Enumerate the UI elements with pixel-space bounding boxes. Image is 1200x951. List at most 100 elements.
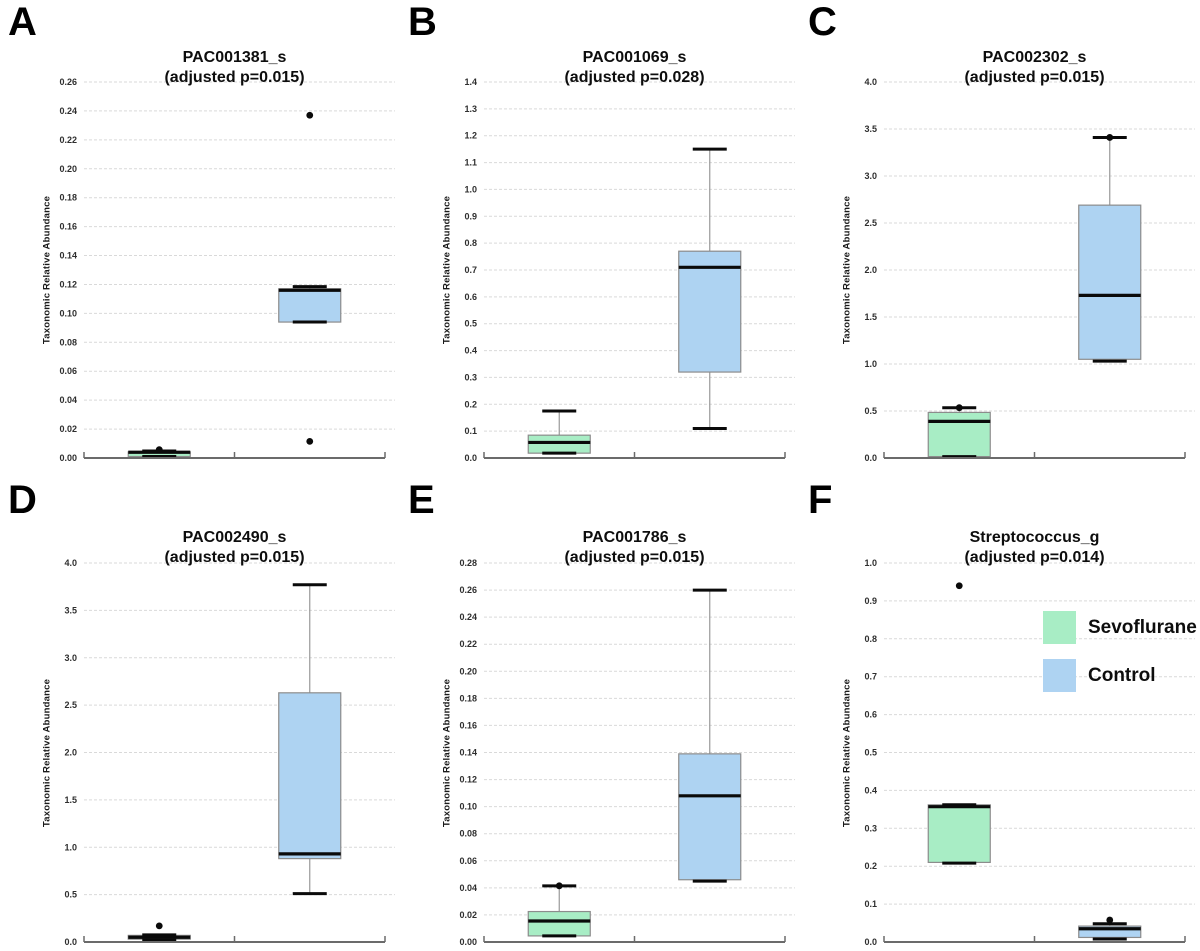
panel-letter: B <box>408 0 437 44</box>
panel-B: B PAC001069_s (adjusted p=0.028) Taxonom… <box>400 0 800 470</box>
y-tick-label: 0.02 <box>459 910 477 920</box>
panel-F: F Streptococcus_g (adjusted p=0.014) Tax… <box>800 470 1200 951</box>
y-tick-label: 0.04 <box>459 883 477 893</box>
chart-title: PAC002490_s <box>182 529 287 546</box>
y-tick-label: 1.5 <box>64 795 77 805</box>
y-tick-label: 2.0 <box>864 265 877 275</box>
y-tick-label: 0.12 <box>59 279 77 289</box>
y-axis-label: Taxonomic Relative Abundance <box>41 195 53 345</box>
boxplot-control <box>1078 134 1142 363</box>
chart-title-block: PAC001786_s (adjusted p=0.015) <box>484 528 785 568</box>
y-tick-label: 0.6 <box>464 292 477 302</box>
y-tick-label: 2.5 <box>864 218 877 228</box>
plot-area: 0.00 0.02 0.04 0.06 0.08 0.10 0.12 0.14 0.16 0.18… <box>59 77 395 463</box>
y-tick-label: 0.26 <box>459 585 477 595</box>
panel-letter: E <box>408 478 435 522</box>
legend-swatch-control <box>1043 659 1076 692</box>
y-tick-label: 0.5 <box>864 748 877 758</box>
box-rect <box>527 434 591 454</box>
y-tick-label: 0.3 <box>864 823 877 833</box>
y-tick-label: 1.1 <box>464 158 477 168</box>
chart-title-block: PAC001069_s (adjusted p=0.028) <box>484 48 785 88</box>
y-tick-label: 0.9 <box>864 596 877 606</box>
boxplot-control <box>278 583 342 896</box>
y-axis-label: Taxonomic Relative Abundance <box>841 195 853 345</box>
y-tick-label: 3.0 <box>64 653 77 663</box>
panel-E: E PAC001786_s (adjusted p=0.015) Taxonom… <box>400 470 800 951</box>
outlier-point <box>155 922 163 930</box>
outlier-point <box>1106 134 1114 141</box>
y-tick-label: 0.5 <box>64 890 77 900</box>
y-tick-label: 0.0 <box>64 937 77 947</box>
chart-title: PAC001381_s <box>182 49 287 66</box>
y-tick-label: 1.0 <box>64 842 77 852</box>
y-tick-label: 0.7 <box>864 672 877 682</box>
outlier-point <box>306 437 314 445</box>
y-tick-label: 0.3 <box>464 372 477 382</box>
chart-subtitle: (adjusted p=0.015) <box>564 549 705 566</box>
x-axis <box>483 452 786 459</box>
box-rect <box>927 411 991 458</box>
legend-label-control: Control <box>1088 664 1156 686</box>
y-tick-label: 0.18 <box>459 693 477 703</box>
y-tick-label: 0.0 <box>464 453 477 463</box>
y-tick-label: 0.06 <box>59 366 77 376</box>
box-rect <box>527 910 591 937</box>
y-tick-label: 0.28 <box>459 558 477 568</box>
chart-subtitle: (adjusted p=0.015) <box>164 69 305 86</box>
outlier-point <box>955 582 963 590</box>
y-tick-label: 4.0 <box>864 77 877 87</box>
chart-title-block: Streptococcus_g (adjusted p=0.014) <box>884 528 1185 568</box>
y-tick-label: 0.5 <box>864 406 877 416</box>
panel-letter: A <box>8 0 37 44</box>
y-tick-label: 0.22 <box>59 135 77 145</box>
y-tick-label: 0.18 <box>59 193 77 203</box>
boxplot-control <box>278 111 342 445</box>
panel-letter: D <box>8 478 37 522</box>
y-tick-label: 0.08 <box>59 337 77 347</box>
y-axis-label: Taxonomic Relative Abundance <box>841 678 853 827</box>
y-tick-label: 0.24 <box>459 612 477 622</box>
chart-title: PAC001069_s <box>582 49 687 66</box>
y-tick-label: 0.20 <box>59 164 77 174</box>
plot-area: 0.0 0.1 0.2 0.3 0.4 0.5 0.6 0.7 0.8 0.9 1.0 1.1 1.2 1… <box>464 77 795 463</box>
y-tick-label: 1.4 <box>464 77 477 87</box>
y-tick-label: 1.0 <box>864 558 877 568</box>
y-tick-label: 1.2 <box>464 131 477 141</box>
y-tick-label: 0.24 <box>59 106 77 116</box>
boxplot-sevoflurane <box>927 404 991 459</box>
y-axis-label: Taxonomic Relative Abundance <box>41 678 53 827</box>
y-tick-label: 0.5 <box>464 319 477 329</box>
box-rect <box>278 288 342 323</box>
panel-letter: C <box>808 0 837 44</box>
box-rect <box>927 804 991 864</box>
chart-title-block: PAC002490_s (adjusted p=0.015) <box>84 528 385 568</box>
y-axis-label: Taxonomic Relative Abundance <box>441 195 453 345</box>
y-tick-label: 2.5 <box>64 700 77 710</box>
boxplot-sevoflurane <box>527 409 591 455</box>
x-axis <box>483 936 786 943</box>
y-tick-label: 0.06 <box>459 856 477 866</box>
y-tick-label: 0.10 <box>59 308 77 318</box>
panel-A: A PAC001381_s (adjusted p=0.015) Taxonom… <box>0 0 400 470</box>
boxplot-sevoflurane <box>527 882 591 938</box>
box-rect <box>678 753 742 881</box>
legend: Sevoflurane Control <box>1043 611 1197 692</box>
y-tick-label: 0.16 <box>459 720 477 730</box>
panel-D: D PAC002490_s (adjusted p=0.015) Taxonom… <box>0 470 400 951</box>
y-tick-label: 0.8 <box>864 634 877 644</box>
boxplot-sevoflurane <box>127 922 191 942</box>
y-tick-label: 0.22 <box>459 639 477 649</box>
chart-title: Streptococcus_g <box>969 529 1100 546</box>
y-tick-label: 0.4 <box>864 785 877 795</box>
y-tick-label: 0.6 <box>864 710 877 720</box>
x-axis <box>883 936 1186 943</box>
y-tick-label: 1.0 <box>864 359 877 369</box>
y-tick-label: 0.0 <box>864 453 877 463</box>
panel-letter: F <box>808 478 833 522</box>
boxplot-control <box>678 588 742 883</box>
boxplot-control <box>1078 916 1142 941</box>
y-tick-label: 0.1 <box>864 899 877 909</box>
legend-label-sevoflurane: Sevoflurane <box>1088 616 1197 638</box>
y-tick-label: 0.4 <box>464 346 477 356</box>
